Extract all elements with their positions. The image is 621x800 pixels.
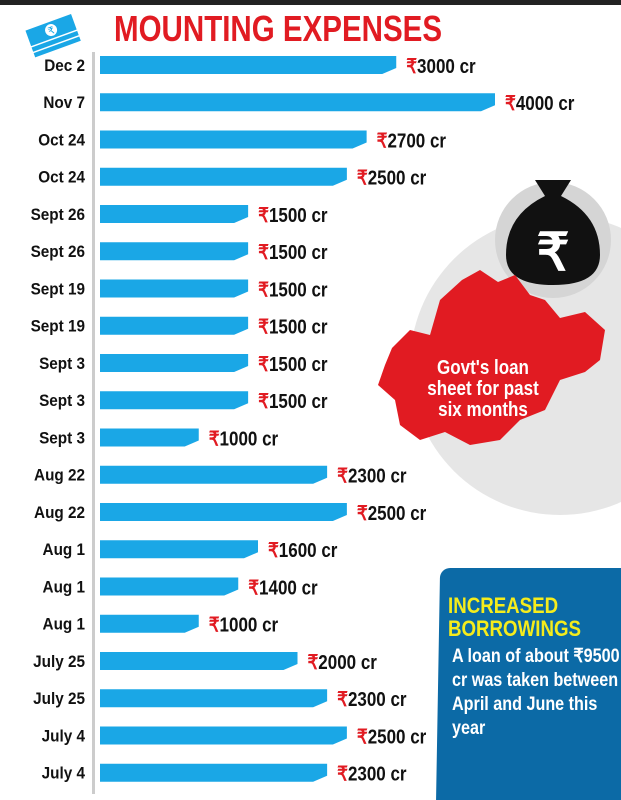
value-label: ₹2700 cr [377, 129, 446, 152]
value-label: ₹1400 cr [248, 576, 317, 599]
category-label: July 25 [33, 690, 85, 709]
category-label: Aug 22 [34, 503, 85, 522]
category-label: Sept 19 [31, 280, 85, 299]
value-label: ₹2500 cr [357, 725, 426, 748]
bar [100, 577, 239, 596]
svg-text:₹: ₹ [47, 25, 57, 38]
category-label: Sept 3 [39, 429, 85, 448]
bar [100, 316, 249, 335]
bar [100, 354, 249, 372]
category-label: Sept 26 [31, 205, 85, 224]
bar [100, 167, 347, 186]
bar [100, 726, 347, 745]
value-label: ₹4000 cr [505, 92, 574, 115]
category-label: Oct 24 [38, 131, 85, 150]
value-label: ₹2300 cr [337, 762, 406, 785]
svg-text:₹: ₹ [536, 224, 569, 282]
value-label: ₹2500 cr [357, 502, 426, 525]
bar [100, 391, 249, 410]
category-label: Dec 2 [44, 56, 85, 75]
value-label: ₹1000 cr [209, 427, 278, 450]
bar [100, 503, 347, 521]
category-label: Aug 1 [43, 578, 85, 597]
top-border [0, 0, 621, 5]
bar [100, 689, 328, 708]
value-label: ₹1600 cr [268, 539, 337, 562]
bar [100, 540, 258, 559]
category-label: Oct 24 [38, 168, 85, 187]
bar [100, 614, 199, 633]
category-label: July 4 [42, 764, 85, 783]
category-label: Aug 22 [34, 466, 85, 485]
value-label: ₹2300 cr [337, 688, 406, 711]
value-label: ₹2300 cr [337, 464, 406, 487]
category-label: Sept 19 [31, 317, 85, 336]
money-stack-icon: ₹ [23, 12, 83, 60]
bar [100, 652, 298, 670]
bar [100, 242, 249, 261]
value-label: ₹1500 cr [258, 278, 327, 301]
value-label: ₹1500 cr [258, 241, 327, 264]
value-label: ₹3000 cr [406, 55, 475, 78]
category-label: Nov 7 [43, 94, 85, 113]
value-label: ₹2000 cr [308, 651, 377, 674]
bar [100, 763, 328, 782]
madhya-pradesh-map-icon [378, 270, 605, 445]
category-label: Sept 26 [31, 243, 85, 262]
category-label: July 25 [33, 652, 85, 671]
bar [100, 205, 249, 223]
category-label: Aug 1 [43, 615, 85, 634]
category-label: Aug 1 [43, 541, 85, 560]
side-panel-body: A loan of about ₹9500 cr was taken betwe… [452, 646, 620, 739]
map-callout-text: Govt's loan sheet for past six months [427, 357, 539, 421]
money-bag-rupee-icon: ₹ [495, 180, 611, 298]
bar [100, 465, 328, 484]
category-label: Sept 3 [39, 392, 85, 411]
bar [100, 428, 199, 447]
side-panel-heading: INCREASED BORROWINGS [448, 593, 581, 641]
bar [100, 130, 367, 149]
value-label: ₹1500 cr [258, 315, 327, 338]
value-label: ₹1500 cr [258, 204, 327, 227]
bar [100, 93, 495, 112]
category-label: Sept 3 [39, 354, 85, 373]
value-label: ₹1500 cr [258, 390, 327, 413]
axis-line [92, 52, 95, 794]
value-label: ₹2500 cr [357, 166, 426, 189]
category-label: July 4 [42, 727, 85, 746]
chart-title: MOUNTING EXPENSES [114, 8, 443, 49]
value-label: ₹1500 cr [258, 353, 327, 376]
bar [100, 279, 249, 298]
bar [100, 56, 397, 74]
value-label: ₹1000 cr [209, 613, 278, 636]
